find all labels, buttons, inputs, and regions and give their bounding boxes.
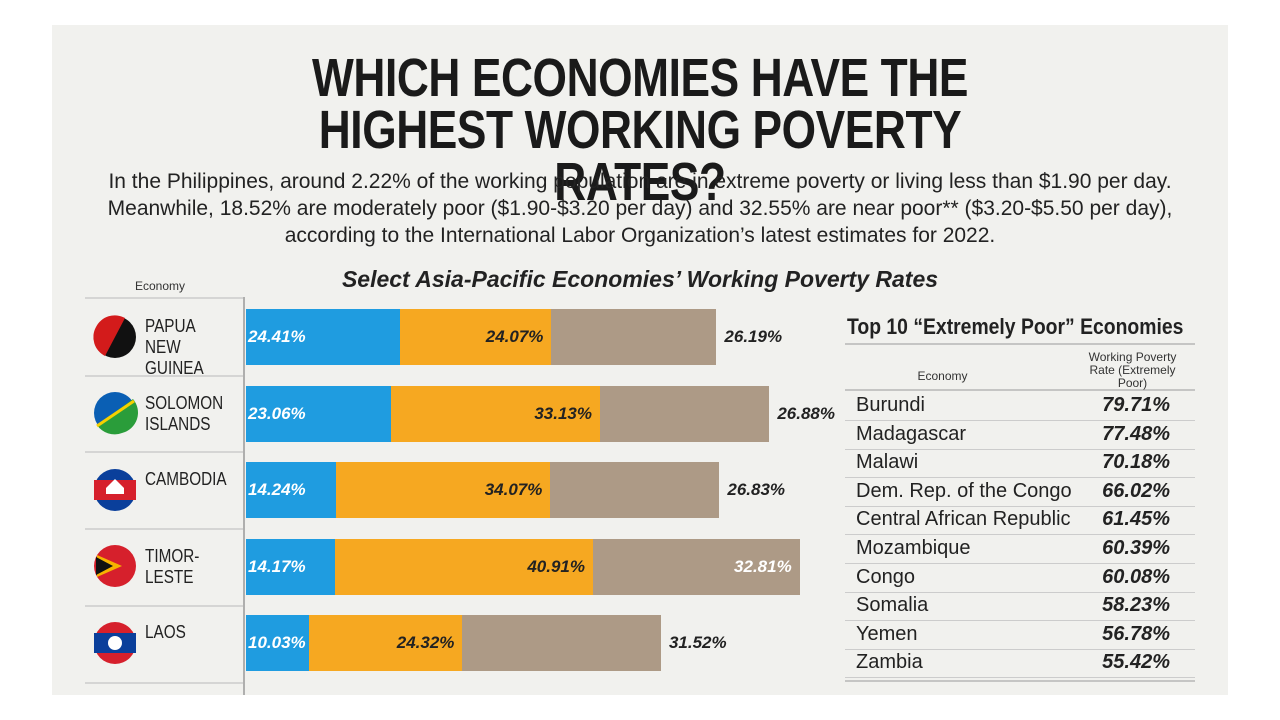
value-label: 33.13% (534, 403, 592, 423)
flags (93, 315, 139, 664)
value-label: 31.52% (668, 633, 727, 653)
value-label: 24.41% (248, 327, 306, 346)
table-row: Congo 60.08% (845, 564, 1195, 593)
value-label: 23.06% (248, 403, 306, 423)
value-label: 32.81% (734, 556, 792, 576)
bar-segment (551, 309, 717, 365)
table-row: Yemen 56.78% (845, 621, 1195, 650)
category-header: Economy (134, 279, 186, 293)
category-label: LAOS (145, 622, 186, 643)
bar-segment (335, 462, 551, 519)
table-economy: Madagascar (856, 422, 967, 445)
table-row: Burundi 79.71% (845, 392, 1195, 421)
table-economy: Dem. Rep. of the Congo (856, 479, 1072, 502)
table-value: 60.39% (1102, 537, 1170, 559)
table-header: Economy (917, 369, 968, 383)
bar-segment (309, 615, 463, 672)
value-label: 26.19% (724, 327, 783, 346)
bar-segment (246, 462, 336, 519)
value-label: 14.24% (248, 480, 306, 500)
bar-segment (246, 385, 392, 442)
value-label: 26.88% (777, 403, 835, 423)
table-economy: Malawi (856, 451, 919, 474)
table-value: 60.08% (1102, 565, 1170, 588)
bar-segment (593, 538, 800, 595)
table-row: Malawi 70.18% (845, 449, 1195, 479)
table-economy: Congo (856, 565, 915, 588)
table-economy: Burundi (856, 394, 925, 416)
bar-segment (246, 615, 310, 672)
value-label: 10.03% (248, 633, 306, 653)
bar-segment (399, 309, 552, 365)
table-economy: Somalia (856, 594, 929, 617)
table-value: 55.42% (1102, 651, 1170, 674)
value-label: 40.91% (527, 556, 586, 576)
table-economy: Zambia (856, 651, 923, 674)
category-label: CAMBODIA (145, 469, 227, 490)
table-economy: Central African Republic (856, 508, 1071, 531)
table-row: Central African Republic 61.45% (845, 506, 1195, 536)
bar-segment (391, 385, 600, 442)
table-title: Top 10 “Extremely Poor” Economies (847, 314, 1184, 339)
table-value: 58.23% (1102, 594, 1170, 617)
table-row: Somalia 58.23% (845, 592, 1195, 622)
subtitle: In the Philippines, around 2.22% of the … (107, 170, 1173, 247)
category-label: PAPUA NEW GUINEA (145, 316, 204, 378)
table-value: 66.02% (1102, 479, 1170, 502)
bar-segment (462, 615, 661, 672)
table-value: 77.48% (1102, 422, 1170, 445)
table-header: Working Poverty Rate (Extremely Poor) (1088, 350, 1177, 390)
title: WHICH ECONOMIES HAVE THE HIGHEST WORKING… (311, 48, 969, 212)
table-value: 79.71% (1102, 394, 1170, 416)
category-label: SOLOMON ISLANDS (145, 392, 224, 434)
bar-segment (335, 538, 593, 595)
value-label: 24.32% (396, 633, 455, 653)
table-value: 70.18% (1102, 451, 1170, 474)
table-row: Mozambique 60.39% (845, 535, 1195, 564)
table-value: 61.45% (1102, 508, 1170, 531)
table-economy: Mozambique (856, 537, 971, 559)
bar-segment (246, 538, 336, 595)
table-value: 56.78% (1102, 622, 1170, 645)
table-row: Dem. Rep. of the Congo 66.02% (845, 478, 1195, 507)
bar-segment (550, 462, 720, 519)
value-label: 26.83% (727, 480, 786, 500)
bar-segment (599, 385, 770, 442)
category-label: TIMOR-LESTE (145, 545, 200, 587)
table-row: Zambia 55.42% (845, 649, 1195, 679)
value-label: 24.07% (485, 327, 544, 346)
table-row: Madagascar 77.48% (845, 421, 1195, 450)
bar-segment (246, 309, 400, 365)
value-label: 14.17% (248, 556, 306, 576)
value-label: 34.07% (484, 480, 543, 500)
table-economy: Yemen (856, 622, 918, 645)
chart-title: Select Asia-Pacific Economies’ Working P… (341, 266, 939, 292)
